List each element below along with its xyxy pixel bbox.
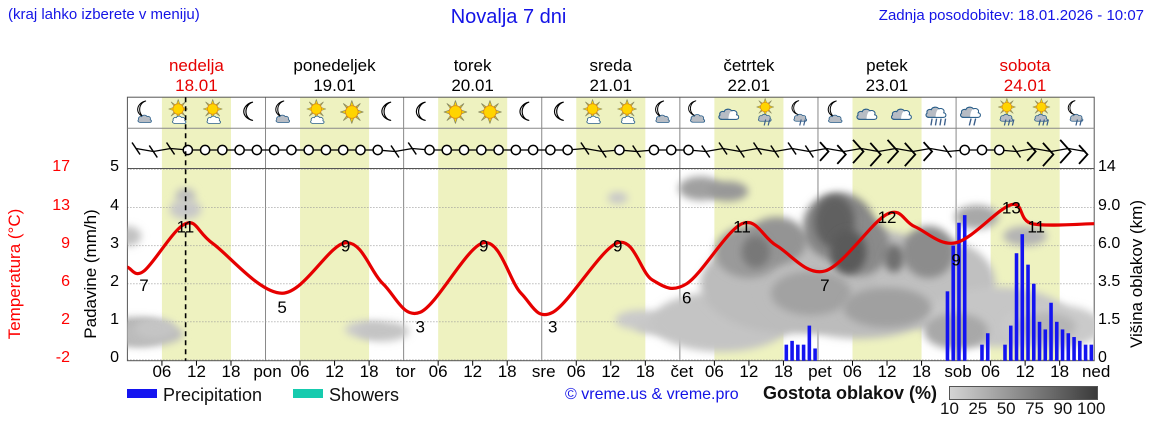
svg-text:9: 9 [951, 251, 960, 270]
svg-text:12: 12 [878, 208, 897, 227]
svg-text:9: 9 [341, 237, 350, 256]
svg-text:7: 7 [139, 276, 148, 295]
svg-text:3: 3 [415, 317, 424, 336]
svg-text:9: 9 [479, 237, 488, 256]
svg-text:13: 13 [1002, 199, 1021, 218]
svg-text:5: 5 [277, 298, 286, 317]
svg-text:11: 11 [733, 218, 751, 237]
svg-text:6: 6 [682, 289, 691, 308]
svg-text:9: 9 [613, 237, 622, 256]
svg-text:11: 11 [1027, 218, 1045, 237]
svg-text:3: 3 [548, 317, 557, 336]
svg-text:7: 7 [820, 276, 829, 295]
